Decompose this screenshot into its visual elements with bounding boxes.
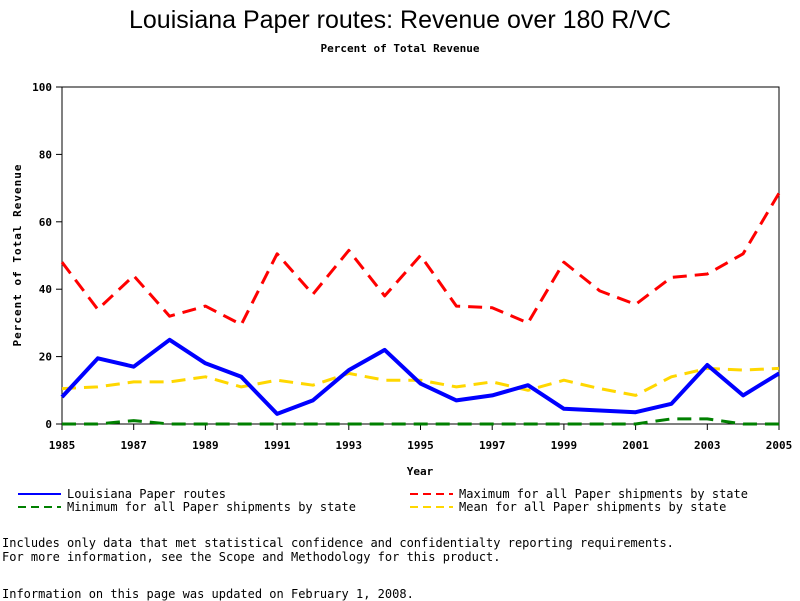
x-tick-label: 2001 xyxy=(622,439,649,452)
x-tick-label: 1985 xyxy=(49,439,76,452)
y-tick-label: 100 xyxy=(32,81,52,94)
y-tick-label: 60 xyxy=(39,216,52,229)
x-tick-label: 1993 xyxy=(336,439,363,452)
legend-label-0: Louisiana Paper routes xyxy=(67,487,226,501)
note-confidentiality: Includes only data that met statistical … xyxy=(2,536,674,550)
y-axis: 0 20 40 60 80 100 xyxy=(32,81,62,431)
chart-subtitle: Percent of Total Revenue xyxy=(320,42,480,55)
x-tick-label: 1991 xyxy=(264,439,291,452)
x-tick-label: 2003 xyxy=(694,439,721,452)
x-tick-label: 2005 xyxy=(766,439,793,452)
y-axis-label: Percent of Total Revenue xyxy=(11,164,24,347)
series-line-3 xyxy=(61,366,780,397)
y-tick-label: 80 xyxy=(39,148,52,161)
series-layer xyxy=(60,192,781,426)
plot-border xyxy=(61,86,780,425)
x-tick-label: 1989 xyxy=(192,439,219,452)
chart-title: Louisiana Paper routes: Revenue over 180… xyxy=(129,6,671,34)
line-chart: 0 20 40 60 80 100 1985 1987 1989 1991 1993 1995 199… xyxy=(11,81,793,514)
plot-frame xyxy=(61,86,780,425)
legend-label-1: Maximum for all Paper shipments by state xyxy=(459,487,748,501)
note-updated: Information on this page was updated on … xyxy=(2,587,414,601)
x-tick-label: 1999 xyxy=(551,439,578,452)
y-tick-label: 0 xyxy=(45,418,52,431)
x-tick-label: 1995 xyxy=(407,439,434,452)
x-axis: 1985 1987 1989 1991 1993 1995 1997 1999 2001 2003… xyxy=(49,424,793,452)
series-line-0 xyxy=(60,337,781,416)
series-line-2 xyxy=(62,417,779,426)
y-tick-label: 40 xyxy=(39,283,52,296)
x-tick-label: 1997 xyxy=(479,439,506,452)
x-tick-label: 1987 xyxy=(120,439,147,452)
x-axis-label: Year xyxy=(407,465,434,478)
legend: Louisiana Paper routes Maximum for all Pa… xyxy=(18,487,748,514)
y-tick-label: 20 xyxy=(39,351,52,364)
note-methodology: For more information, see the Scope and … xyxy=(2,550,501,564)
legend-label-2: Minimum for all Paper shipments by state xyxy=(67,500,356,514)
series-line-1 xyxy=(60,192,781,327)
legend-label-3: Mean for all Paper shipments by state xyxy=(459,500,726,514)
